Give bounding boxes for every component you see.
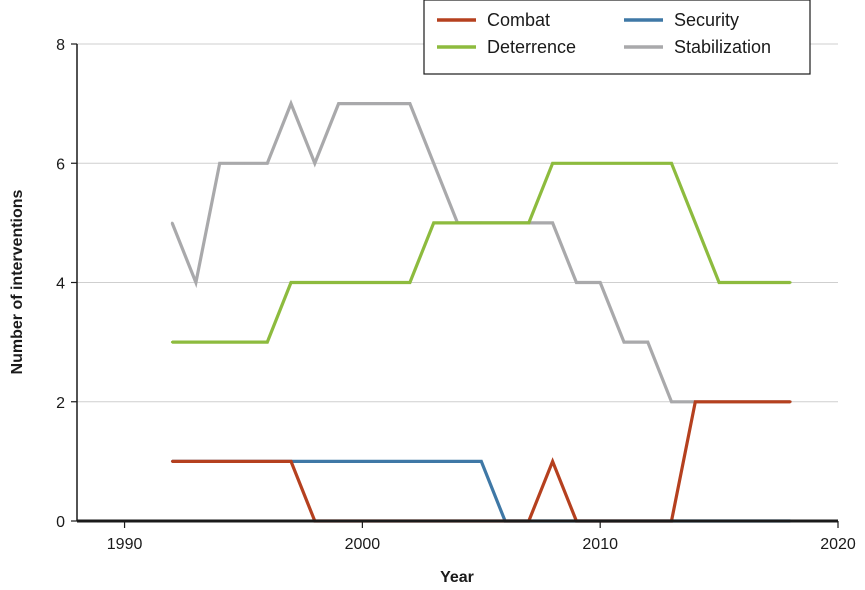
data-point-deterrence xyxy=(242,341,244,343)
data-point-deterrence xyxy=(266,341,268,343)
x-tick-label: 2000 xyxy=(345,536,381,553)
data-point-stabilization xyxy=(647,341,649,343)
data-point-stabilization xyxy=(337,102,339,104)
y-tick-label: 0 xyxy=(56,514,65,531)
tick-labels: 0 2 4 6 8 1990 2000 2010 2020 xyxy=(56,37,856,553)
data-point-combat xyxy=(789,401,791,403)
data-point-deterrence xyxy=(456,222,458,224)
data-point-combat xyxy=(266,460,268,462)
data-point-stabilization xyxy=(218,162,220,164)
data-point-deterrence xyxy=(718,281,720,283)
data-point-deterrence xyxy=(647,162,649,164)
data-point-deterrence xyxy=(551,162,553,164)
data-point-deterrence xyxy=(694,222,696,224)
data-point-deterrence xyxy=(575,162,577,164)
data-point-stabilization xyxy=(242,162,244,164)
data-point-security xyxy=(409,460,411,462)
data-point-deterrence xyxy=(789,281,791,283)
data-point-security xyxy=(361,460,363,462)
data-point-combat xyxy=(551,460,553,462)
data-point-deterrence xyxy=(670,162,672,164)
data-point-combat xyxy=(718,401,720,403)
data-point-deterrence xyxy=(218,341,220,343)
data-point-security xyxy=(433,460,435,462)
data-point-deterrence xyxy=(504,222,506,224)
data-point-stabilization xyxy=(171,222,173,224)
data-point-combat xyxy=(765,401,767,403)
data-point-stabilization xyxy=(575,281,577,283)
data-point-deterrence xyxy=(314,281,316,283)
x-tick-label: 2020 xyxy=(820,536,856,553)
data-point-stabilization xyxy=(433,162,435,164)
data-point-stabilization xyxy=(599,281,601,283)
data-point-deterrence xyxy=(765,281,767,283)
data-point-security xyxy=(314,460,316,462)
data-point-deterrence xyxy=(742,281,744,283)
data-point-combat xyxy=(694,401,696,403)
legend: Combat Security Deterrence Stabilization xyxy=(424,0,810,74)
x-tick-label: 1990 xyxy=(107,536,143,553)
data-point-stabilization xyxy=(314,162,316,164)
data-point-deterrence xyxy=(528,222,530,224)
series-lines xyxy=(171,102,792,522)
data-point-security xyxy=(385,460,387,462)
data-point-security xyxy=(456,460,458,462)
y-axis-title: Number of interventions xyxy=(9,189,26,374)
legend-label-stabilization: Stabilization xyxy=(674,37,771,57)
data-point-deterrence xyxy=(195,341,197,343)
data-point-combat xyxy=(290,460,292,462)
series-line-deterrence xyxy=(172,163,790,342)
data-point-stabilization xyxy=(670,401,672,403)
y-tick-label: 4 xyxy=(56,276,65,293)
data-point-stabilization xyxy=(195,281,197,283)
series-line-stabilization xyxy=(172,104,790,402)
data-point-deterrence xyxy=(385,281,387,283)
y-tick-label: 8 xyxy=(56,37,65,54)
data-point-combat xyxy=(195,460,197,462)
data-point-stabilization xyxy=(385,102,387,104)
data-point-combat xyxy=(742,401,744,403)
data-point-deterrence xyxy=(409,281,411,283)
data-point-deterrence xyxy=(290,281,292,283)
data-point-deterrence xyxy=(433,222,435,224)
data-point-stabilization xyxy=(551,222,553,224)
legend-label-deterrence: Deterrence xyxy=(487,37,576,57)
data-point-security xyxy=(337,460,339,462)
legend-label-security: Security xyxy=(674,10,739,30)
data-point-stabilization xyxy=(290,102,292,104)
data-point-deterrence xyxy=(599,162,601,164)
data-point-stabilization xyxy=(409,102,411,104)
data-point-deterrence xyxy=(623,162,625,164)
data-point-deterrence xyxy=(480,222,482,224)
data-point-security xyxy=(480,460,482,462)
data-point-deterrence xyxy=(337,281,339,283)
series-line-security xyxy=(172,461,790,521)
x-tick-label: 2010 xyxy=(582,536,618,553)
legend-label-combat: Combat xyxy=(487,10,550,30)
data-point-stabilization xyxy=(623,341,625,343)
data-point-combat xyxy=(242,460,244,462)
data-point-deterrence xyxy=(361,281,363,283)
data-point-deterrence xyxy=(171,341,173,343)
data-point-combat xyxy=(171,460,173,462)
data-point-combat xyxy=(218,460,220,462)
data-point-stabilization xyxy=(361,102,363,104)
x-axis-title: Year xyxy=(440,569,474,586)
y-tick-label: 2 xyxy=(56,395,65,412)
y-tick-label: 6 xyxy=(56,156,65,173)
data-point-stabilization xyxy=(266,162,268,164)
